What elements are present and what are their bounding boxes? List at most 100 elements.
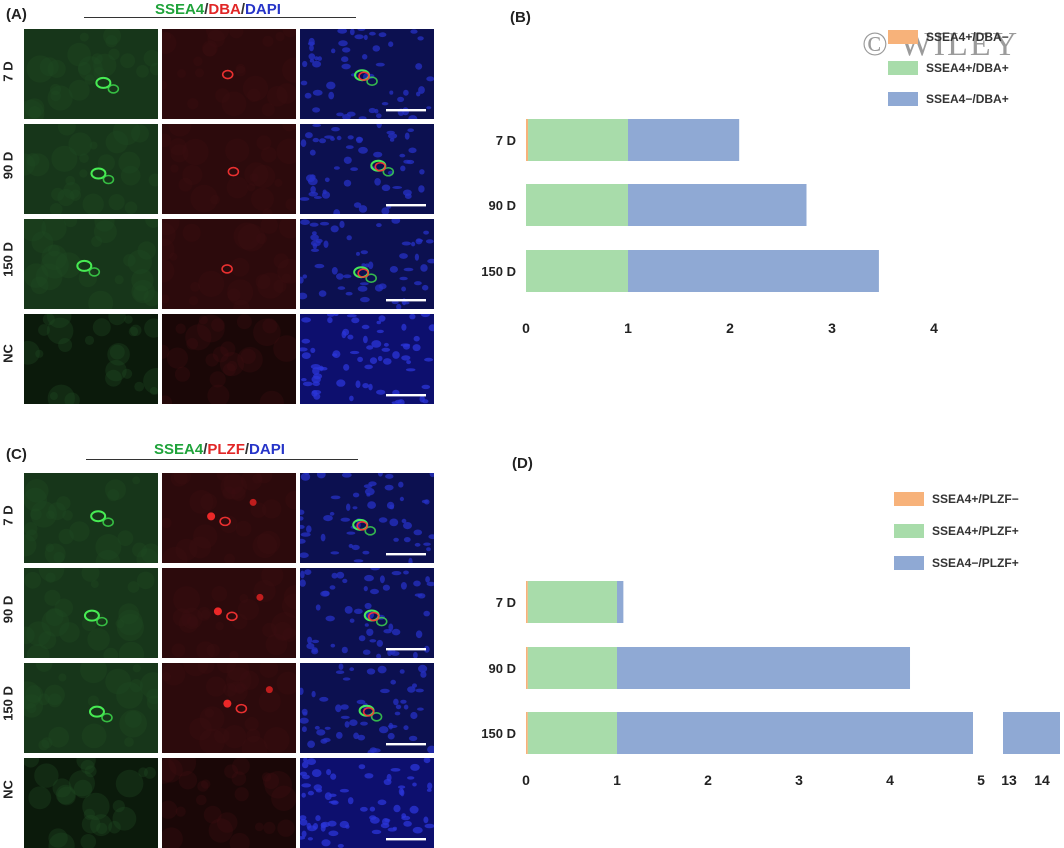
tick-label-2: 2 [726, 320, 734, 336]
tick-label-1: 1 [613, 772, 621, 788]
panel-label-c: (C) [6, 446, 27, 463]
bar-2-2 [617, 712, 973, 754]
bar-2-0 [526, 712, 528, 754]
marker-ssea4: SSEA4 [155, 1, 205, 18]
chart-b-svg: SSEA4+/DBA− SSEA4+/DBA+ SSEA4−/DBA+ 7 D 90 D… [481, 30, 1009, 336]
legend-swatch-1 [894, 524, 924, 538]
micrograph-a-red-row2 [162, 219, 296, 309]
sep: / [204, 1, 209, 18]
micrograph-c-merge-row3 [300, 758, 434, 848]
micrograph-a-red-row3 [162, 314, 296, 404]
category-label-1: 90 D [489, 198, 516, 213]
bar-2-2-b1 [1003, 712, 1060, 754]
marker-ssea4: SSEA4 [154, 441, 204, 458]
micrograph-a-green-row3 [24, 314, 158, 404]
wiley-watermark: © WILEY [862, 26, 1020, 63]
row-label-a-7d: 7 D [0, 61, 16, 82]
title-underline-c [86, 459, 358, 460]
bar-0-0 [526, 119, 529, 161]
category-label-2: 150 D [481, 726, 516, 741]
micrograph-c-green-row3 [24, 758, 158, 848]
micrograph-a-green-row1 [24, 124, 158, 214]
sep: / [203, 441, 208, 458]
title-underline-a [84, 17, 356, 18]
micrograph-a-merge-row1 [300, 124, 434, 214]
bar-1-1 [527, 647, 617, 689]
micrograph-c-red-row3 [162, 758, 296, 848]
row-label-c-nc: NC [0, 780, 16, 799]
bar-2-2 [628, 250, 879, 292]
legend-swatch-1 [888, 61, 918, 75]
bar-2-1 [526, 250, 628, 292]
stain-title-c: SSEA4/PLZF/DAPI [154, 441, 285, 458]
panel-label-a: (A) [6, 6, 27, 23]
micrograph-c-green-row2 [24, 663, 158, 753]
row-label-a-150d: 150 D [0, 242, 16, 277]
bar-1-0 [526, 647, 528, 689]
category-label-0: 7 D [496, 595, 516, 610]
micrograph-a-merge-row2 [300, 219, 434, 309]
marker-dapi: DAPI [249, 441, 285, 458]
micrograph-c-red-row2 [162, 663, 296, 753]
micrograph-a-merge-row0 [300, 29, 434, 119]
legend-label-0: SSEA4+/PLZF− [932, 492, 1019, 506]
micrograph-a-red-row1 [162, 124, 296, 214]
marker-dapi: DAPI [245, 1, 281, 18]
legend-label-2: SSEA4−/DBA+ [926, 92, 1009, 106]
tick-label-4: 4 [930, 320, 938, 336]
chart-b: SSEA4+/DBA− SSEA4+/DBA+ SSEA4−/DBA+ 7 D 90 D… [470, 20, 1050, 350]
marker-dba: DBA [208, 1, 241, 18]
bar-1-2 [617, 647, 911, 689]
legend-label-2: SSEA4−/PLZF+ [932, 556, 1019, 570]
stain-title-a: SSEA4/DBA/DAPI [155, 1, 281, 18]
bar-0-1 [528, 119, 628, 161]
micrograph-c-merge-row0 [300, 473, 434, 563]
category-label-0: 7 D [496, 133, 516, 148]
tick-label-0: 0 [522, 772, 530, 788]
micrograph-c-merge-row2 [300, 663, 434, 753]
chart-d-svg: SSEA4+/PLZF− SSEA4+/PLZF+ SSEA4−/PLZF+ 7 D 9… [481, 492, 1060, 788]
legend-swatch-0 [888, 30, 918, 44]
row-label-a-90d: 90 D [0, 151, 16, 180]
row-label-c-150d: 150 D [0, 686, 16, 721]
marker-plzf: PLZF [207, 441, 245, 458]
sep: / [240, 1, 246, 18]
tick-label-1: 1 [624, 320, 632, 336]
bar-0-1 [527, 581, 617, 623]
panel-label-b: (B) [510, 9, 531, 26]
micrograph-c-green-row0 [24, 473, 158, 563]
micrograph-c-red-row1 [162, 568, 296, 658]
chart-d: SSEA4+/PLZF− SSEA4+/PLZF+ SSEA4−/PLZF+ 7 D 9… [470, 470, 1060, 800]
legend-swatch-2 [888, 92, 918, 106]
legend-swatch-0 [894, 492, 924, 506]
panel-label-d: (D) [512, 455, 533, 472]
row-label-c-7d: 7 D [0, 505, 16, 526]
sep: / [244, 441, 250, 458]
bar-0-0 [526, 581, 528, 623]
tick-label-2: 2 [704, 772, 712, 788]
bar-0-2 [628, 119, 740, 161]
micrograph-a-green-row0 [24, 29, 158, 119]
micrograph-c-merge-row1 [300, 568, 434, 658]
tick-label-4: 4 [886, 772, 894, 788]
row-label-c-90d: 90 D [0, 595, 16, 624]
legend-label-1: SSEA4+/PLZF+ [932, 524, 1019, 538]
tick-label-6: 13 [1001, 772, 1017, 788]
bar-2-1 [527, 712, 617, 754]
micrograph-a-green-row2 [24, 219, 158, 309]
tick-label-3: 3 [828, 320, 836, 336]
micrograph-c-red-row0 [162, 473, 296, 563]
tick-label-0: 0 [522, 320, 530, 336]
micrograph-a-red-row0 [162, 29, 296, 119]
micrograph-c-green-row1 [24, 568, 158, 658]
tick-label-3: 3 [795, 772, 803, 788]
tick-label-7: 14 [1034, 772, 1050, 788]
legend-label-1: SSEA4+/DBA+ [926, 61, 1009, 75]
category-label-2: 150 D [481, 264, 516, 279]
bar-1-2 [628, 184, 807, 226]
bar-1-1 [526, 184, 628, 226]
bar-0-2 [617, 581, 624, 623]
tick-label-5: 5 [977, 772, 985, 788]
row-label-a-nc: NC [0, 344, 16, 363]
legend-swatch-2 [894, 556, 924, 570]
